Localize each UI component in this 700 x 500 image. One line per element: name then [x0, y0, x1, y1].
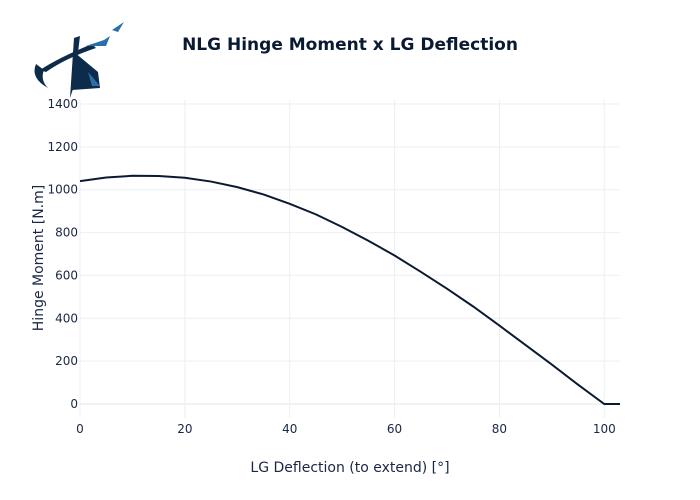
logo-icon: [34, 22, 124, 98]
x-axis-label: LG Deflection (to extend) [°]: [250, 460, 449, 476]
y-tick-label: 0: [70, 397, 78, 411]
x-tick-label: 0: [76, 422, 84, 436]
x-tick-label: 100: [593, 422, 616, 436]
y-tick-label: 1400: [47, 97, 78, 111]
y-tick-label: 200: [55, 354, 78, 368]
series-line: [79, 174, 620, 405]
x-tick-label: 40: [282, 422, 297, 436]
y-tick-label: 400: [55, 311, 78, 325]
x-tick-label: 80: [492, 422, 507, 436]
y-tick-label: 1000: [47, 183, 78, 197]
y-tick-label: 600: [55, 268, 78, 282]
y-axis-label: Hinge Moment [N.m]: [31, 185, 47, 331]
x-tick-label: 60: [387, 422, 402, 436]
chart-title: NLG Hinge Moment x LG Deflection: [182, 35, 518, 55]
y-tick-label: 1200: [47, 140, 78, 154]
y-tick-label: 800: [55, 226, 78, 240]
x-tick-label: 20: [177, 422, 192, 436]
